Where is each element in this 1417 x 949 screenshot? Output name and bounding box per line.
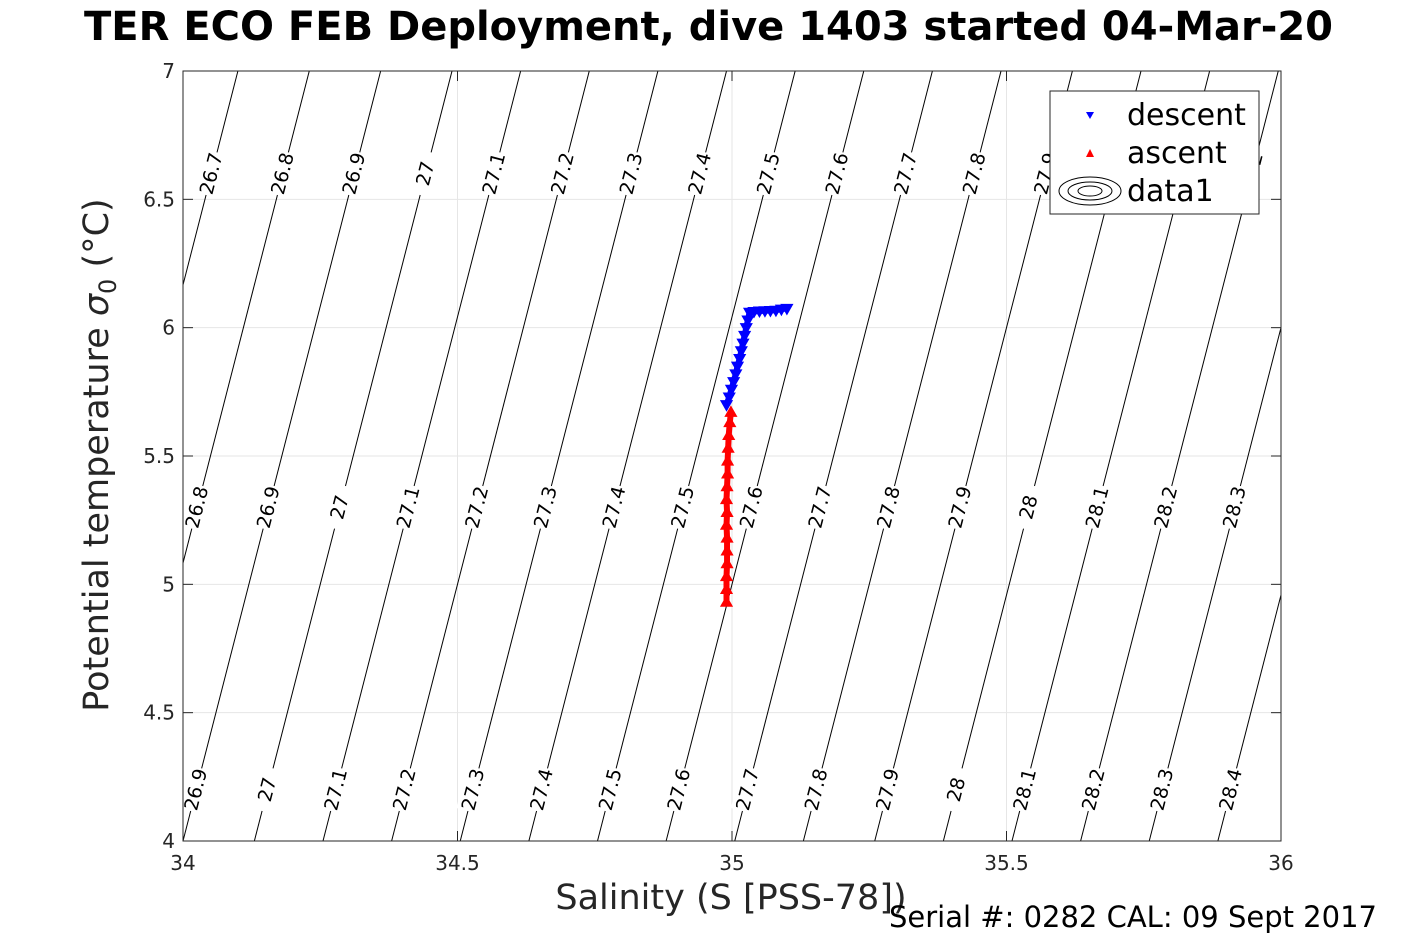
ascent-segment-7 bbox=[727, 500, 728, 513]
descent-segment-6 bbox=[740, 351, 742, 359]
ascent-segment-2 bbox=[727, 564, 728, 577]
descent-segment-18 bbox=[781, 308, 786, 309]
legend: descent ascent data1 bbox=[1050, 91, 1259, 214]
y-tick-label-5: 6.5 bbox=[143, 187, 175, 211]
descent-segment-11 bbox=[748, 312, 750, 320]
descent-segment-1 bbox=[729, 389, 731, 397]
descent-segment-0 bbox=[727, 397, 730, 405]
descent-segment-4 bbox=[736, 366, 738, 374]
legend-descent-label: descent bbox=[1127, 98, 1246, 133]
y-axis-label-unit: (°C) bbox=[77, 198, 117, 278]
legend-ascent-label: ascent bbox=[1127, 136, 1227, 171]
contour-line-28.5 bbox=[1286, 71, 1417, 841]
descent-segment-2 bbox=[731, 382, 733, 390]
ascent-segment-9 bbox=[727, 474, 728, 487]
y-tick-label-0: 4 bbox=[162, 829, 175, 853]
x-axis-label: Salinity (S [PSS-78]) bbox=[555, 878, 906, 918]
serial-cal-note: Serial #: 0282 CAL: 09 Sept 2017 bbox=[889, 900, 1377, 934]
title-region: TER ECO FEB Deployment, dive 1403 starte… bbox=[0, 0, 1417, 60]
chart-title: TER ECO FEB Deployment, dive 1403 starte… bbox=[0, 4, 1417, 50]
x-tick-label-0: 34 bbox=[170, 851, 195, 875]
y-tick-label-2: 5 bbox=[162, 572, 175, 596]
descent-segment-13 bbox=[754, 311, 759, 312]
descent-segment-12 bbox=[750, 311, 754, 312]
ascent-segment-8 bbox=[727, 487, 728, 500]
x-tick-label-3: 35.5 bbox=[984, 851, 1029, 875]
y-axis-label-symbol: σ bbox=[77, 294, 117, 316]
x-tick-label-1: 34.5 bbox=[435, 851, 480, 875]
descent-segment-3 bbox=[734, 374, 736, 382]
y-tick-label-1: 4.5 bbox=[143, 701, 175, 725]
y-tick-label-6: 7 bbox=[162, 59, 175, 83]
y-tick-label-4: 6 bbox=[162, 316, 175, 340]
ascent-segment-11 bbox=[728, 448, 729, 461]
descent-segment-17 bbox=[776, 309, 781, 310]
ascent-segment-13 bbox=[729, 423, 730, 436]
ascent-segment-5 bbox=[727, 525, 728, 538]
x-tick-label-2: 35 bbox=[719, 851, 744, 875]
descent-segment-8 bbox=[743, 335, 745, 343]
y-tick-label-3: 5.5 bbox=[143, 444, 175, 468]
legend-data1-label: data1 bbox=[1127, 174, 1214, 209]
y-axis-label-subscript: 0 bbox=[94, 279, 122, 294]
ascent-segment-14 bbox=[730, 412, 731, 422]
descent-segment-9 bbox=[745, 328, 747, 336]
x-tick-label-4: 36 bbox=[1268, 851, 1293, 875]
descent-segment-5 bbox=[737, 358, 739, 366]
descent-segment-7 bbox=[741, 343, 743, 351]
ascent-segment-6 bbox=[727, 512, 728, 525]
y-axis-label: Potential temperature σ0 (°C) bbox=[77, 198, 117, 711]
descent-segment-10 bbox=[746, 320, 748, 328]
ascent-segment-12 bbox=[728, 435, 729, 448]
y-axis-label-text: Potential temperature bbox=[77, 316, 117, 712]
